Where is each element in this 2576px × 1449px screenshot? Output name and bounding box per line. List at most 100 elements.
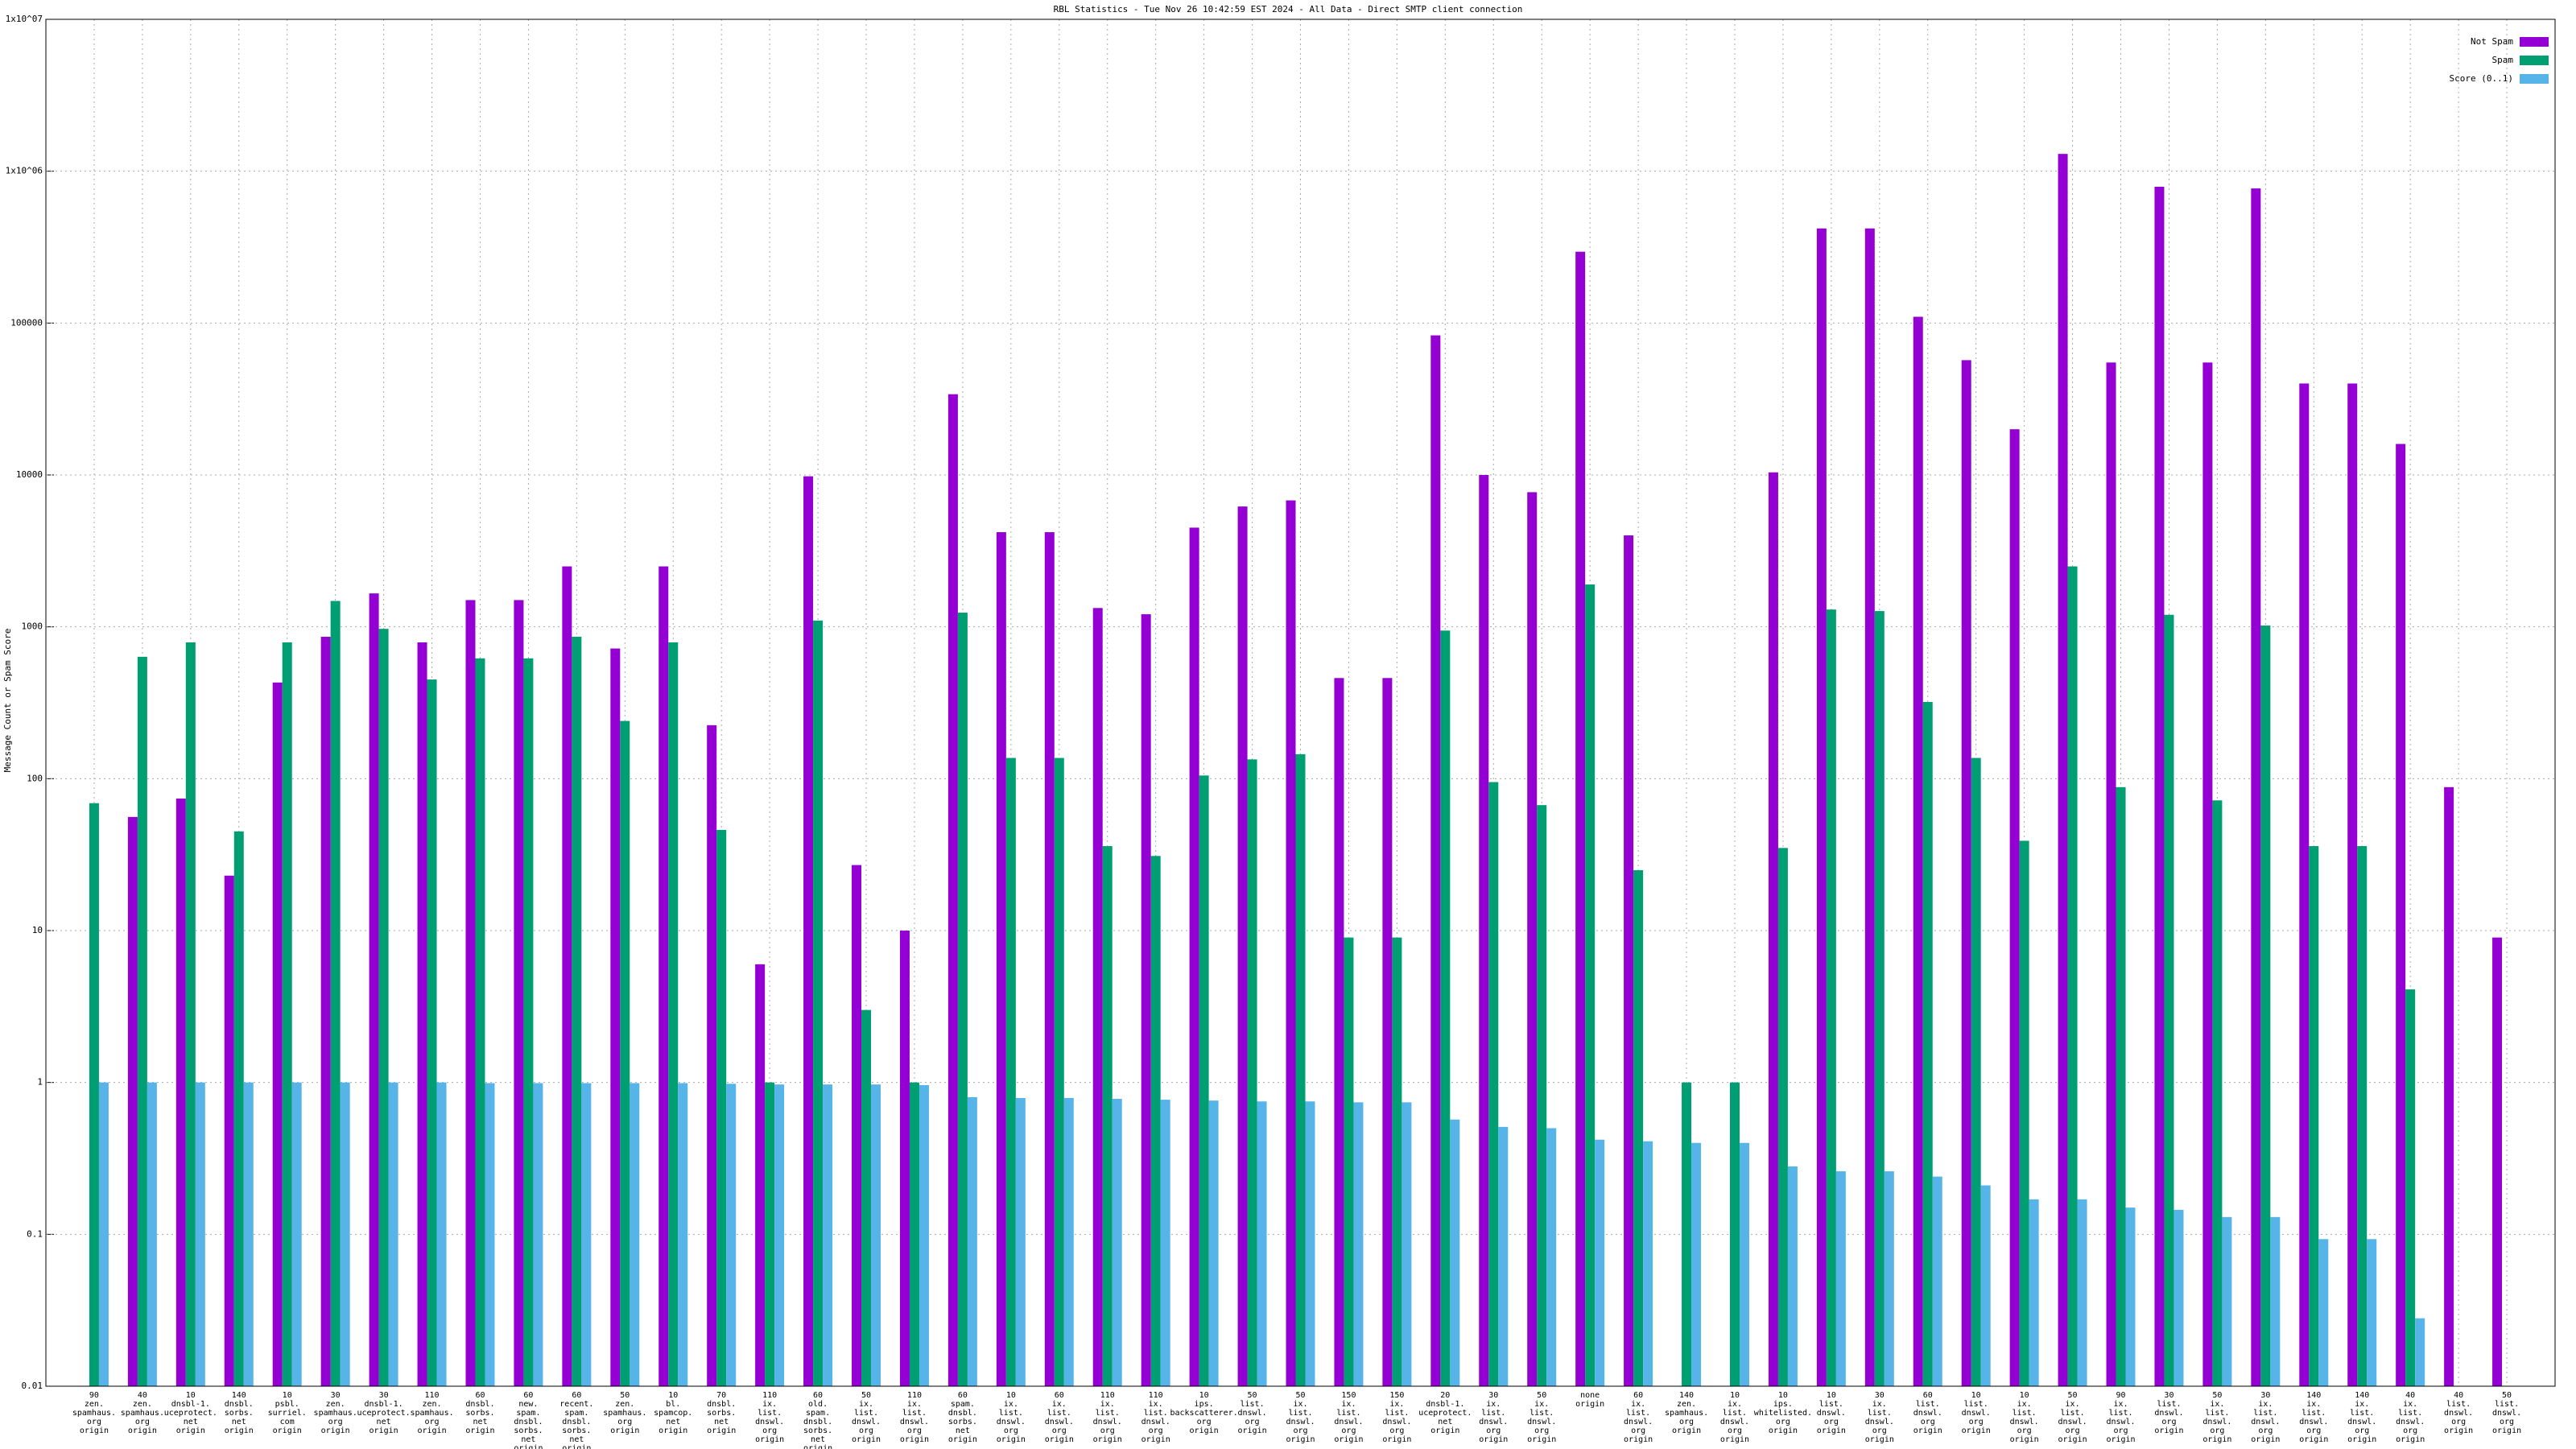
bar	[899, 931, 910, 1386]
x-tick-label: 60 spam. dnsbl. sorbs. net origin	[947, 1391, 977, 1444]
bar	[1922, 702, 1933, 1386]
bar	[1835, 1171, 1846, 1386]
bar	[2396, 444, 2406, 1386]
bar	[765, 1082, 775, 1386]
bar	[1305, 1101, 1315, 1386]
bar	[137, 656, 147, 1386]
x-tick-label: 110 ix. list. dnswl. org origin	[1092, 1391, 1122, 1444]
x-tick-label: 60 recent. spam. dnsbl. sorbs. net origi…	[559, 1391, 594, 1449]
bar	[1498, 1126, 1509, 1386]
bar	[340, 1082, 350, 1386]
x-tick-label: 30 dnsbl-1. uceprotect. net origin	[357, 1391, 411, 1435]
bar	[1141, 614, 1151, 1386]
legend-swatch	[2520, 37, 2549, 47]
bar	[823, 1084, 833, 1386]
bar	[581, 1083, 592, 1386]
bar	[668, 642, 679, 1386]
x-tick-label: 150 ix. list. dnswl. org origin	[1382, 1391, 1412, 1444]
bar	[1682, 1082, 1692, 1386]
bar	[1208, 1100, 1219, 1386]
bar	[678, 1083, 688, 1386]
bar	[1295, 753, 1306, 1386]
legend-label: Spam	[2492, 55, 2514, 65]
bar	[1440, 630, 1451, 1386]
bar	[1247, 759, 1257, 1386]
bar	[436, 1082, 447, 1386]
x-tick-label: 10 psbl. surriel. com origin	[267, 1391, 307, 1435]
bar	[1005, 758, 1016, 1386]
bar	[1980, 1185, 1991, 1386]
x-tick-label: 60 new. spam. dnsbl. sorbs. net origin	[514, 1391, 543, 1449]
x-tick-label: 10 list. dnswl. org origin	[1816, 1391, 1846, 1435]
y-tick-label: 100	[27, 773, 43, 783]
bar	[1102, 846, 1113, 1386]
bar	[1450, 1119, 1460, 1386]
bar	[2125, 1208, 2136, 1386]
bar	[1344, 937, 1354, 1386]
bar	[243, 1082, 254, 1386]
x-tick-label: 40 ix. list. dnswl. org origin	[2396, 1391, 2425, 1444]
legend-label: Not Spam	[2471, 36, 2513, 47]
bar	[2116, 786, 2126, 1386]
bar	[195, 1082, 205, 1386]
x-tick-label: 110 zen. spamhaus. org origin	[410, 1391, 454, 1435]
bar	[533, 1083, 543, 1386]
bar	[1392, 937, 1402, 1386]
bar	[1430, 335, 1441, 1386]
bar	[2202, 362, 2213, 1386]
bar	[957, 613, 968, 1386]
x-tick-label: 140 ix. list. dnswl. org origin	[2299, 1391, 2329, 1444]
x-tick-label: 10 ips. backscatterer. org origin	[1170, 1391, 1238, 1435]
bar	[89, 803, 99, 1386]
x-tick-label: 50 ix. list. dnswl. org origin	[851, 1391, 881, 1444]
bar	[233, 831, 244, 1386]
bar	[272, 682, 283, 1386]
x-tick-label: 90 zen. spamhaus. org origin	[72, 1391, 117, 1435]
bar	[1624, 535, 1634, 1386]
bar	[1884, 1171, 1894, 1386]
bar	[2367, 1239, 2377, 1386]
bar	[2270, 1216, 2281, 1386]
bar	[1160, 1100, 1170, 1386]
bar	[1150, 856, 1161, 1386]
bar	[1063, 1097, 1074, 1386]
bar	[2029, 1199, 2039, 1386]
x-tick-label: 10 ix. list. dnswl. org origin	[2009, 1391, 2039, 1444]
bar	[2299, 383, 2310, 1386]
x-tick-label: 90 ix. list. dnswl. org origin	[2106, 1391, 2136, 1444]
bar	[1402, 1102, 1412, 1386]
bar	[2444, 786, 2454, 1386]
bar	[1787, 1166, 1798, 1386]
y-axis-label: Message Count or Spam Score	[2, 629, 13, 773]
bar	[417, 642, 427, 1386]
bar	[1777, 848, 1788, 1386]
bar	[658, 566, 669, 1386]
bar	[871, 1084, 881, 1386]
bar	[2260, 625, 2271, 1386]
y-tick-label: 0.01	[22, 1381, 43, 1391]
bar	[127, 816, 138, 1386]
x-tick-label: 140 zen. spamhaus. org origin	[1664, 1391, 1709, 1435]
bar	[1633, 869, 1644, 1386]
x-tick-label: 30 zen. spamhaus. org origin	[313, 1391, 357, 1435]
bar	[475, 658, 485, 1386]
bar	[996, 532, 1006, 1386]
bar	[514, 600, 524, 1386]
x-tick-label: 50 list. dnswl. org origin	[1237, 1391, 1267, 1435]
bar	[1971, 758, 1981, 1386]
x-tick-label: 20 dnsbl-1. uceprotect. net origin	[1418, 1391, 1472, 1435]
x-tick-label: 70 dnsbl. sorbs. net origin	[707, 1391, 737, 1435]
bar	[1527, 492, 1538, 1386]
bar	[716, 829, 727, 1386]
x-tick-label: 110 ix. list. dnswl. org origin	[1141, 1391, 1170, 1444]
bar	[2019, 840, 2029, 1386]
bar	[1286, 500, 1296, 1386]
plot-border	[45, 19, 2556, 1387]
y-tick-label: 0.1	[27, 1228, 43, 1239]
bar	[1585, 584, 1596, 1386]
bar	[427, 679, 437, 1386]
bar	[2415, 1318, 2425, 1386]
bar	[947, 394, 958, 1386]
x-tick-label: 50 ix. list. dnswl. org origin	[2058, 1391, 2087, 1444]
